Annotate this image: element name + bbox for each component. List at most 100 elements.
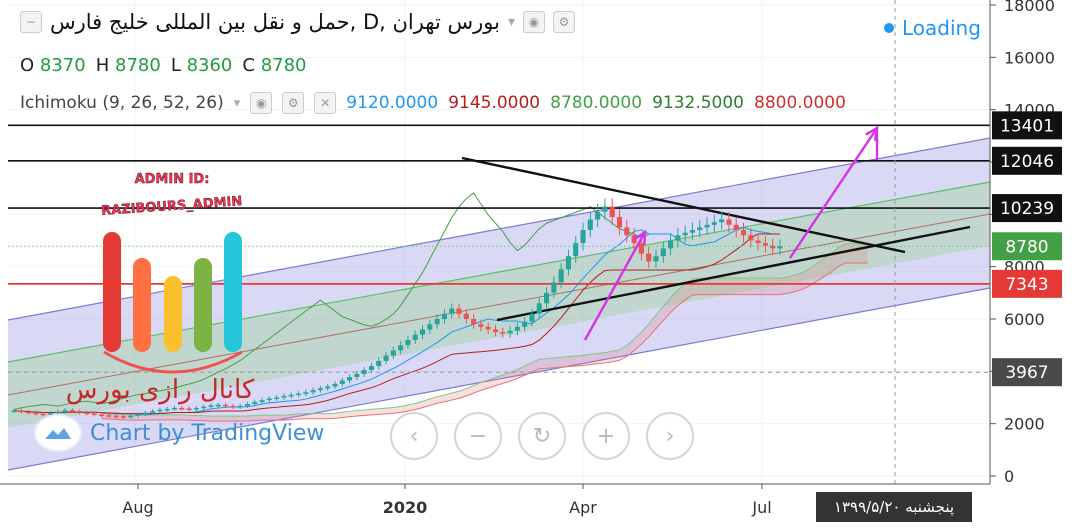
candle-body (419, 329, 426, 335)
logo-arc (103, 350, 243, 374)
candle-body (361, 370, 367, 374)
senkou-a-value: 9132.5000 (652, 93, 744, 113)
chevron-left-icon[interactable]: ‹ (390, 412, 438, 460)
candle-body (259, 400, 265, 402)
loading-dot-icon (884, 23, 894, 33)
collapse-icon[interactable]: − (20, 11, 42, 33)
candle-body (755, 240, 761, 244)
candle-body (449, 308, 455, 314)
candle-body (55, 411, 61, 414)
candle-body (157, 409, 163, 412)
candle-body (120, 416, 126, 418)
candle-body (215, 404, 221, 407)
close-icon[interactable]: ✕ (314, 92, 337, 114)
support-trendline (496, 225, 971, 322)
x-tick-label: Apr (569, 498, 597, 517)
candle-body (18, 410, 24, 413)
candle-body (98, 414, 105, 417)
symbol-title: بورس تهران ,D ,حمل و نقل بین المللی خلیج… (50, 10, 500, 34)
candle-body (142, 412, 148, 415)
candle-body (573, 243, 579, 257)
candle-body (529, 313, 535, 322)
eye-icon[interactable]: ◉ (523, 11, 546, 33)
candle-body (580, 230, 586, 244)
candle-body (412, 334, 418, 340)
senkou-span-b (101, 262, 868, 422)
candle-body (653, 256, 659, 262)
candle-body (281, 395, 287, 398)
candle-body (740, 230, 747, 236)
price-axis: 0200040006000800010000120001400016000180… (989, 0, 1080, 524)
logo-bar-5 (224, 232, 242, 352)
candle-body (208, 405, 214, 407)
y-tick-label: 6000 (1004, 310, 1045, 329)
candle-body (193, 407, 199, 410)
candle-body (602, 206, 608, 212)
zoom-out-button[interactable]: − (454, 412, 502, 460)
chikou-line (13, 192, 649, 410)
chevron-down-icon[interactable]: ▾ (233, 95, 241, 111)
gear-icon[interactable]: ⚙ (553, 11, 576, 33)
tenkan-value: 9120.0000 (346, 93, 439, 113)
candle-body (40, 413, 46, 416)
candle-body (595, 211, 601, 220)
candle-body (325, 386, 331, 389)
branding-text[interactable]: Chart by TradingView (90, 420, 325, 446)
chevron-right-icon[interactable]: › (646, 412, 694, 460)
y-tick-label: 16000 (1004, 48, 1055, 67)
candle-body (507, 330, 513, 334)
candle-body (47, 413, 54, 415)
reset-icon[interactable]: ↻ (518, 412, 566, 460)
candle-body (514, 326, 520, 331)
zoom-in-button[interactable]: + (582, 412, 630, 460)
candle-body (150, 411, 156, 413)
candle-body (762, 243, 768, 246)
candle-body (201, 406, 207, 409)
ichimoku-lines (13, 192, 780, 416)
candle-body (668, 240, 674, 249)
candle-body (164, 409, 170, 411)
candle-body (171, 407, 178, 410)
price-label-bg (992, 111, 1062, 140)
candle-body (624, 227, 630, 236)
gear-icon[interactable]: ⚙ (282, 92, 305, 114)
candle-body (770, 245, 776, 249)
indicator-row[interactable]: Ichimoku (9, 26, 52, 26) ▾ ◉ ⚙ ✕ 9120.00… (20, 92, 846, 114)
candle-body (551, 282, 557, 293)
candle-body (463, 313, 469, 319)
x-tick-label: Jul (751, 498, 771, 517)
candle-body (237, 405, 243, 408)
candle-body (427, 324, 433, 330)
axis-bg (990, 0, 1080, 524)
eye-icon[interactable]: ◉ (250, 92, 273, 114)
arrow-past-rally-head (633, 229, 647, 246)
indicator-name[interactable]: Ichimoku (9, 26, 52, 26) (20, 93, 224, 113)
y-tick-label: 0 (1004, 467, 1014, 486)
price-label-13401: 13401 (1000, 116, 1054, 136)
logo-bar-3 (164, 276, 182, 352)
channel-median (7, 213, 991, 396)
channel-lower-edge (7, 287, 991, 471)
arrow-past-rally (583, 231, 647, 341)
candle-body (244, 404, 251, 406)
logo-bar-4 (194, 258, 212, 352)
candle-body (376, 360, 382, 367)
candle-body (186, 408, 192, 410)
candle-body (405, 339, 411, 346)
candle-body (26, 411, 32, 414)
tradingview-branding[interactable]: Chart by TradingView (36, 416, 324, 450)
symbol-title-row[interactable]: − بورس تهران ,D ,حمل و نقل بین المللی خل… (20, 10, 576, 34)
chart-nav-controls[interactable]: ‹ − ↻ + › (390, 412, 694, 460)
candle-body (726, 219, 732, 225)
chevron-down-icon[interactable]: ▾ (507, 14, 516, 30)
y-tick-label: 2000 (1004, 415, 1045, 434)
candle-body (682, 232, 688, 236)
candle-body (33, 412, 39, 415)
price-label-bg (992, 358, 1062, 387)
candle-body (288, 394, 294, 397)
x-tick-label: Aug (122, 498, 153, 517)
candle-body (777, 246, 783, 249)
candle-body (252, 401, 258, 405)
